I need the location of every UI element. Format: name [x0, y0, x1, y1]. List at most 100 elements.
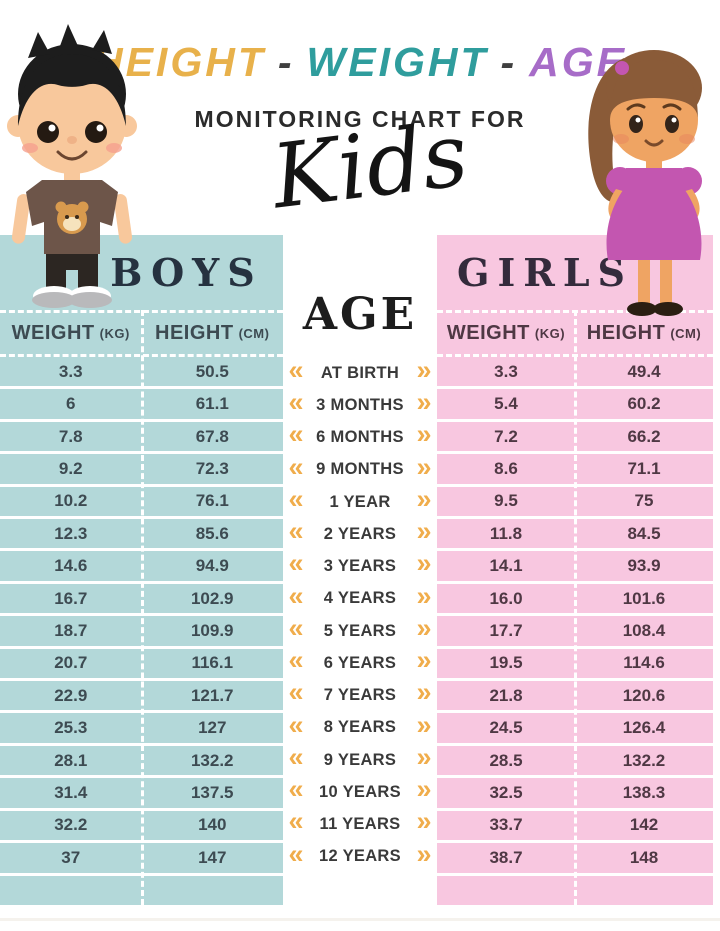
weight-cell: 31.4	[54, 782, 88, 802]
chevrons-left-icon: «	[288, 806, 304, 837]
boy-illustration	[7, 24, 137, 308]
age-label: 2 YEARS	[323, 524, 397, 543]
weight-cell: 12.3	[54, 523, 88, 543]
age-row: « 3 YEARS »	[283, 550, 437, 583]
chevrons-left-icon: «	[288, 838, 304, 869]
weight-cell: 38.7	[489, 847, 523, 867]
boys-table: BOYS WEIGHT (KG) HEIGHT (CM) 3.3 50.5 6 61.…	[0, 235, 283, 905]
age-row: « 2 YEARS »	[283, 518, 437, 550]
age-column: AGE « AT BIRTH » « 3 MONTHS » « 6 MONTHS » « 9 MON…	[283, 235, 437, 905]
age-label: 5 YEARS	[323, 621, 397, 640]
column-name: HEIGHT	[155, 322, 234, 344]
height-cell: 137.5	[190, 782, 234, 802]
age-rows: « AT BIRTH » « 3 MONTHS » « 6 MONTHS » « 9 MONTHS »…	[283, 357, 437, 873]
weight-cell: 21.8	[489, 685, 523, 705]
height-cell: 50.5	[195, 361, 229, 381]
chevrons-right-icon: »	[416, 387, 432, 418]
height-cell	[142, 876, 284, 905]
chevrons-left-icon: «	[288, 516, 304, 547]
age-label: 6 YEARS	[323, 653, 397, 672]
age-row: « 6 YEARS »	[283, 647, 437, 679]
chevrons-left-icon: «	[288, 741, 304, 772]
height-cell	[575, 876, 713, 905]
height-cell: 126.4	[622, 718, 666, 738]
chevrons-right-icon: »	[416, 516, 432, 547]
weight-cell: 33.7	[489, 815, 523, 835]
weight-cell	[437, 876, 575, 905]
chevrons-right-icon: »	[416, 709, 432, 740]
girls-table: GIRLS WEIGHT (KG) HEIGHT (CM) 3.3 49.4 5.4…	[437, 235, 713, 905]
height-cell: 147	[198, 847, 227, 867]
age-row: « 6 MONTHS »	[283, 419, 437, 454]
poster-header: HEIGHT - WEIGHT - AGE MONITORING CHART F…	[0, 0, 720, 235]
weight-cell	[0, 876, 142, 905]
weight-cell: 28.5	[489, 750, 523, 770]
chevrons-right-icon: »	[416, 645, 432, 676]
weight-cell: 28.1	[54, 750, 88, 770]
column-unit: (KG)	[534, 326, 566, 341]
height-cell: 132.2	[622, 750, 666, 770]
age-row: « 8 YEARS »	[283, 709, 437, 744]
height-cell: 109.9	[190, 620, 234, 640]
chevrons-right-icon: »	[416, 419, 432, 450]
height-cell: 49.4	[627, 361, 661, 381]
age-row: « 1 YEAR »	[283, 486, 437, 518]
girls-weight-header: WEIGHT (KG)	[437, 313, 575, 354]
age-row: « 4 YEARS »	[283, 580, 437, 615]
age-label: 3 YEARS	[323, 557, 397, 576]
girls-height-header: HEIGHT (CM)	[575, 313, 713, 354]
chevrons-left-icon: «	[288, 709, 304, 740]
height-cell: 108.4	[622, 620, 666, 640]
weight-cell: 9.5	[494, 491, 518, 511]
height-cell: 101.6	[622, 588, 666, 608]
chevrons-right-icon: »	[416, 677, 432, 708]
chevrons-left-icon: «	[288, 451, 304, 482]
weight-cell: 16.7	[54, 588, 88, 608]
title-word-weight: WEIGHT	[306, 39, 489, 85]
weight-cell: 32.5	[489, 782, 523, 802]
weight-cell: 14.6	[54, 556, 88, 576]
height-cell: 71.1	[627, 458, 661, 478]
weight-cell: 18.7	[54, 620, 88, 640]
chevrons-left-icon: «	[288, 580, 304, 611]
height-cell: 76.1	[195, 491, 229, 511]
chevrons-left-icon: «	[288, 612, 304, 643]
height-cell: 66.2	[627, 426, 661, 446]
boys-table-title: BOYS	[110, 250, 263, 295]
age-row: « 11 YEARS »	[283, 806, 437, 841]
weight-cell: 17.7	[489, 620, 523, 640]
bottom-edge-line	[0, 918, 720, 921]
height-cell: 84.5	[627, 523, 661, 543]
height-cell: 121.7	[190, 685, 234, 705]
girls-column-divider	[574, 310, 577, 905]
chevrons-left-icon: «	[288, 645, 304, 676]
weight-cell: 22.9	[54, 685, 88, 705]
boys-column-divider	[140, 310, 144, 905]
weight-cell: 25.3	[54, 718, 88, 738]
weight-cell: 9.2	[58, 458, 83, 478]
chevrons-right-icon: »	[416, 483, 432, 514]
height-cell: 93.9	[627, 556, 661, 576]
age-label: 12 YEARS	[319, 847, 401, 866]
weight-cell: 20.7	[54, 653, 88, 673]
weight-cell: 8.6	[494, 458, 518, 478]
age-row: « 7 YEARS »	[283, 677, 437, 712]
chevrons-right-icon: »	[416, 806, 432, 837]
height-cell: 61.1	[195, 394, 229, 414]
weight-cell: 7.8	[58, 426, 83, 446]
chevrons-left-icon: «	[288, 419, 304, 450]
height-cell: 142	[629, 815, 659, 835]
height-cell: 138.3	[622, 782, 666, 802]
chevrons-right-icon: »	[416, 612, 432, 643]
weight-cell: 16.0	[489, 588, 523, 608]
height-cell: 116.1	[191, 653, 234, 673]
height-cell: 114.6	[623, 653, 665, 673]
age-label: 9 MONTHS	[316, 460, 404, 479]
title-dash: -	[500, 39, 518, 85]
chevrons-left-icon: «	[288, 677, 304, 708]
chevrons-left-icon: «	[288, 483, 304, 514]
chevrons-right-icon: »	[416, 451, 432, 482]
chevrons-right-icon: »	[416, 838, 432, 869]
age-row: « 9 YEARS »	[283, 744, 437, 776]
age-label: 11 YEARS	[319, 815, 401, 834]
